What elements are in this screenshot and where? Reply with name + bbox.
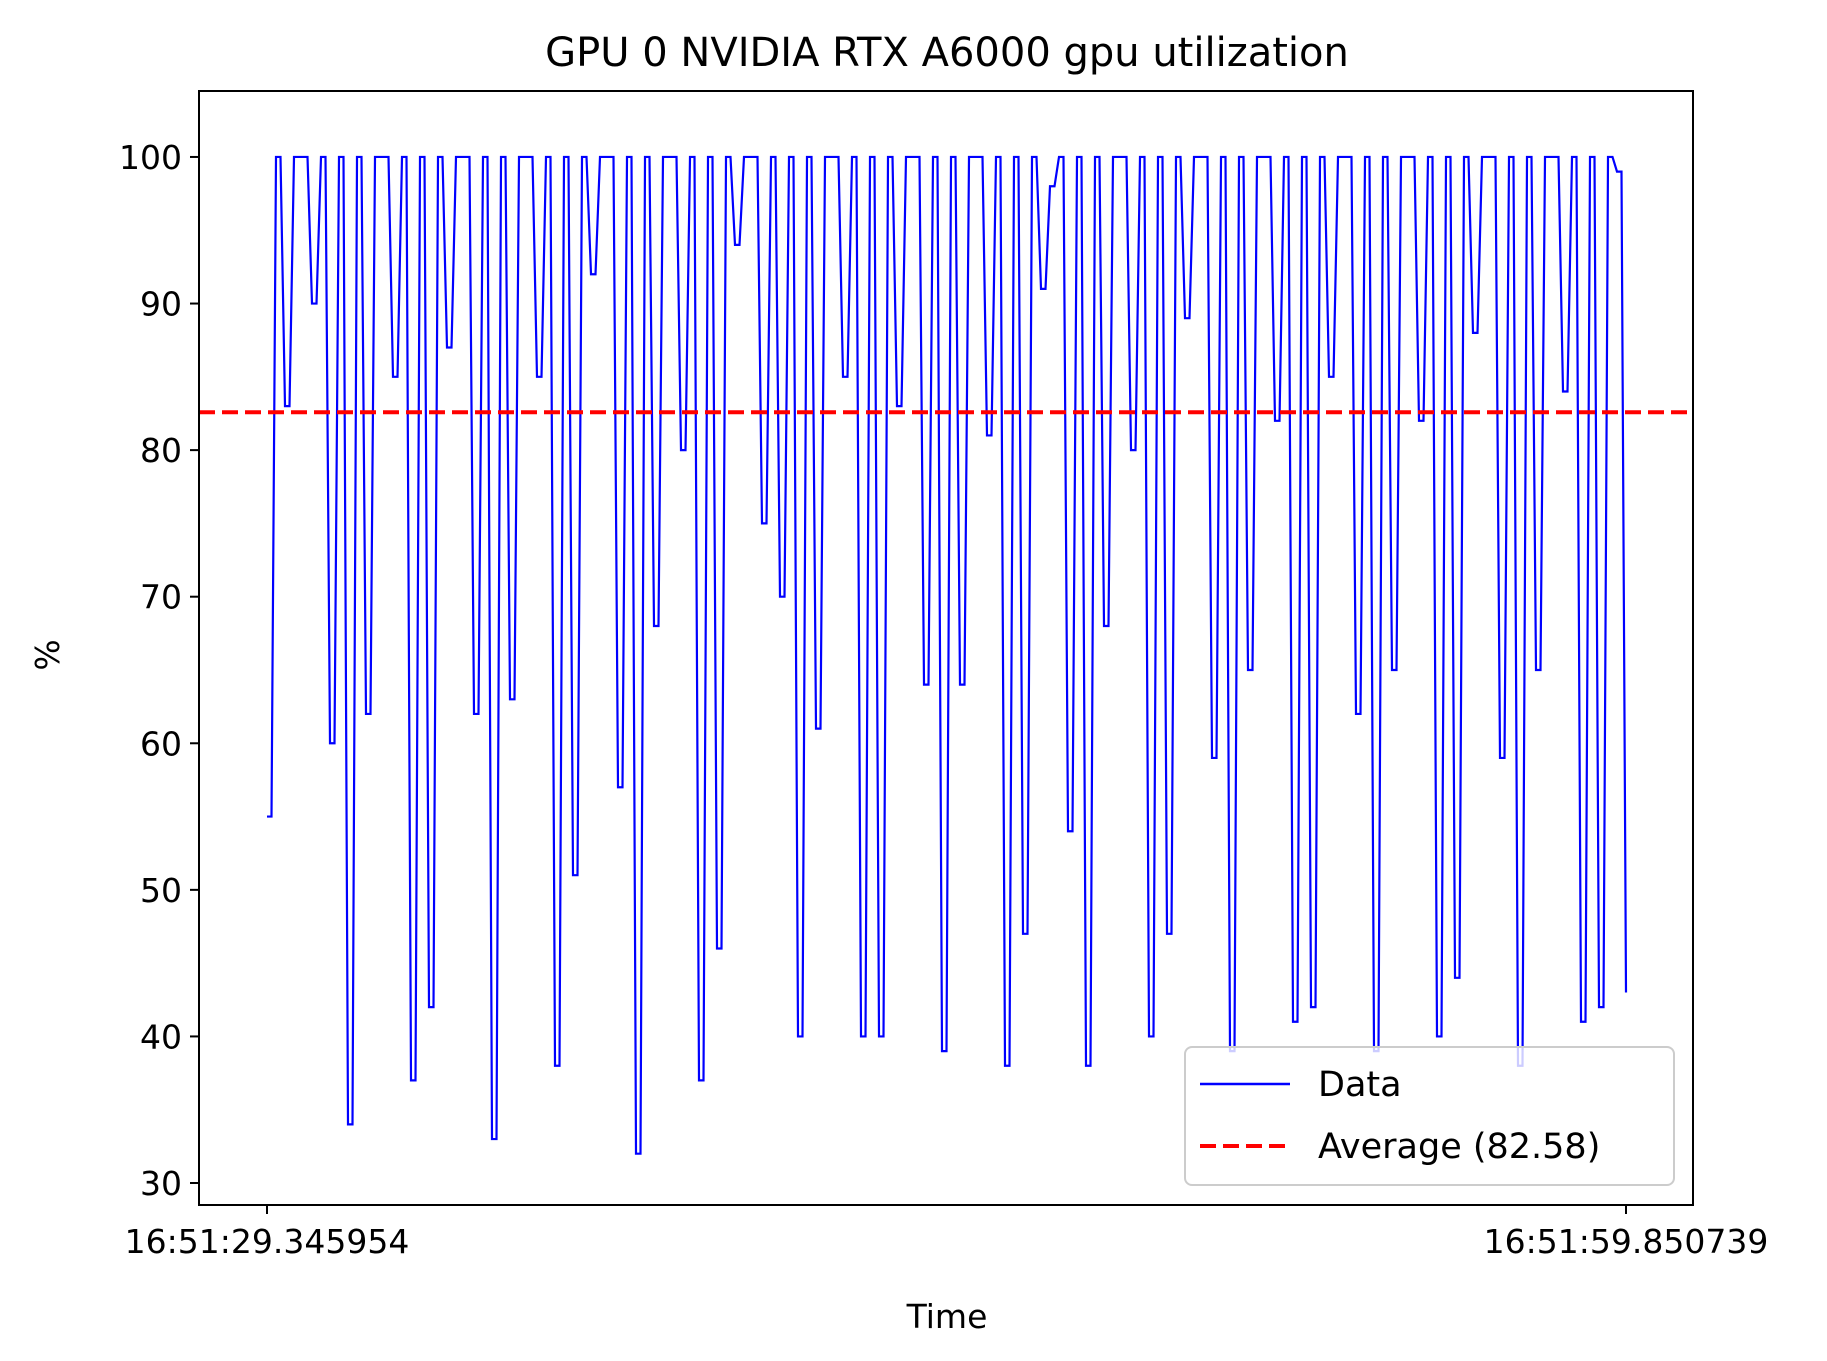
x-tick-label: 16:51:59.850739	[1484, 1222, 1769, 1261]
legend: Data Average (82.58)	[1184, 1046, 1675, 1186]
x-axis-label: Time	[906, 1297, 988, 1336]
legend-box	[1184, 1046, 1675, 1186]
y-tick-label: 30	[140, 1164, 182, 1203]
plot-frame	[198, 90, 1694, 1206]
legend-data-label: Data	[1318, 1065, 1402, 1105]
y-tick-label: 50	[140, 871, 182, 910]
x-axis-ticks: 16:51:29.345954 16:51:59.850739	[125, 1205, 1769, 1261]
y-axis-label: %	[28, 639, 67, 670]
y-tick-label: 80	[140, 431, 182, 470]
series-data-line	[267, 155, 1628, 1155]
y-tick-label: 70	[140, 578, 182, 617]
legend-average-label: Average (82.58)	[1318, 1127, 1600, 1167]
y-tick-label: 60	[140, 724, 182, 763]
y-tick-label: 40	[140, 1017, 182, 1056]
y-axis-ticks: 30 40 50 60 70 80 90 100	[119, 138, 199, 1203]
x-tick-label: 16:51:29.345954	[125, 1222, 410, 1261]
y-tick-label: 100	[119, 138, 182, 177]
y-tick-label: 90	[140, 285, 182, 324]
chart-title: GPU 0 NVIDIA RTX A6000 gpu utilization	[545, 30, 1349, 76]
plot-area	[199, 155, 1693, 1155]
